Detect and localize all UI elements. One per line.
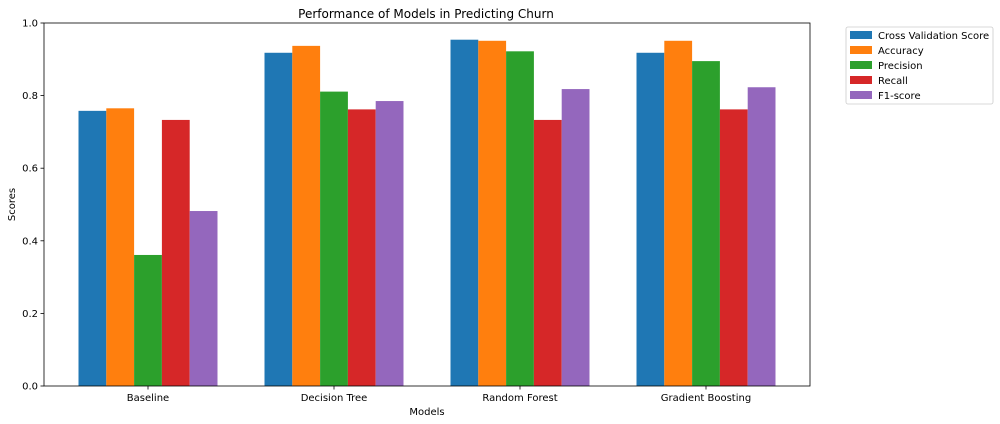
bar [106, 108, 135, 386]
y-tick-label: 0.8 [22, 91, 38, 102]
legend-swatch [850, 76, 872, 84]
bar [264, 52, 293, 387]
legend-label: Cross Validation Score [878, 31, 989, 42]
chart-title: Performance of Models in Predicting Chur… [298, 7, 554, 21]
y-tick-label: 0.2 [22, 309, 38, 320]
x-tick-label: Baseline [127, 393, 169, 404]
x-tick-label: Gradient Boosting [661, 393, 751, 404]
legend-label: Precision [878, 61, 923, 72]
bars [78, 39, 776, 387]
bar [78, 110, 107, 386]
legend: Cross Validation Score Accuracy Precision R… [845, 26, 994, 105]
x-tick-label: Decision Tree [301, 393, 368, 404]
y-tick-label: 1.0 [22, 19, 38, 30]
bar [134, 254, 162, 386]
legend-swatch [850, 46, 872, 54]
plot-frame [43, 22, 811, 387]
bar [292, 45, 321, 387]
bar [664, 40, 693, 386]
legend-label: F1-score [878, 91, 921, 102]
bar [506, 51, 534, 387]
bar [161, 119, 190, 387]
bar [636, 52, 665, 387]
bar [533, 119, 562, 387]
y-tick-label: 0.6 [22, 164, 38, 175]
bar [561, 89, 590, 386]
legend-label: Accuracy [878, 46, 924, 57]
legend-swatch [850, 91, 872, 99]
bar [189, 211, 218, 386]
bar [450, 39, 479, 386]
x-axis-label: Models [409, 407, 444, 418]
bar [719, 109, 748, 386]
x-axis: Baseline Decision Tree Random Forest Gradie… [127, 386, 751, 404]
legend-label: Recall [878, 76, 908, 87]
bar [692, 61, 720, 387]
legend-frame [845, 26, 994, 105]
bar [347, 109, 376, 386]
y-axis-label: Scores [7, 188, 18, 221]
legend-swatch [850, 31, 872, 39]
bar [320, 91, 348, 387]
bar [478, 40, 507, 386]
y-tick-label: 0.0 [22, 382, 38, 393]
bar [375, 101, 404, 387]
bar [747, 87, 776, 386]
y-axis: 0.0 0.2 0.4 0.6 0.8 1.0 [22, 19, 44, 393]
legend-swatch [850, 61, 872, 69]
x-tick-label: Random Forest [482, 393, 557, 404]
y-tick-label: 0.4 [22, 236, 38, 247]
